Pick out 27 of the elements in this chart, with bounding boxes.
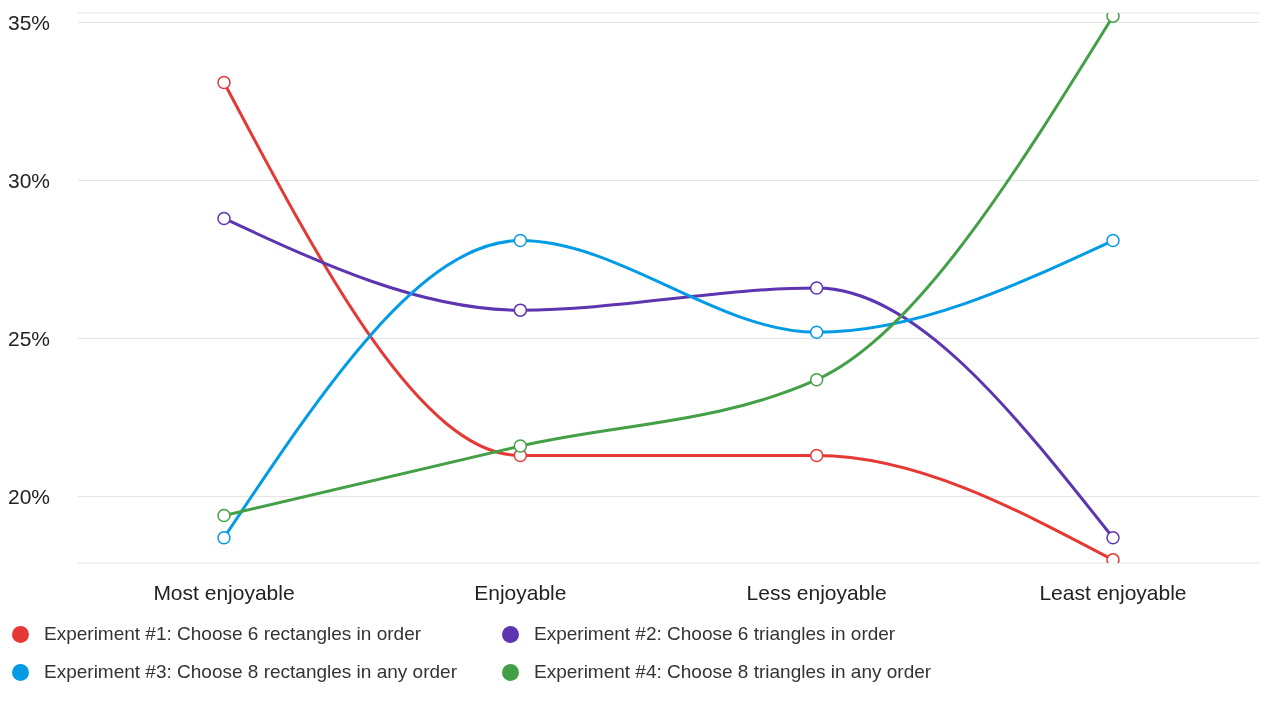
y-tick-label: 25% <box>8 327 51 351</box>
x-tick-label: Least enjoyable <box>1039 580 1187 604</box>
x-tick-label: Most enjoyable <box>153 580 295 604</box>
x-tick-label: Less enjoyable <box>746 580 887 604</box>
legend-label: Experiment #3: Choose 8 rectangles in any order <box>44 661 457 683</box>
point <box>217 75 231 90</box>
point <box>809 281 824 295</box>
point <box>809 372 824 387</box>
y-tick-label: 35% <box>8 10 51 34</box>
point <box>217 530 231 545</box>
y-tick-label: 20% <box>8 485 51 509</box>
point <box>217 211 231 226</box>
x-tick-label: Enjoyable <box>474 580 567 604</box>
point <box>217 508 231 523</box>
legend-label: Experiment #1: Choose 6 rectangles in order <box>44 623 422 645</box>
legend-label: Experiment #2: Choose 6 triangles in order <box>534 623 896 645</box>
y-tick-label: 30% <box>8 168 51 192</box>
point <box>513 233 528 248</box>
point <box>513 303 528 317</box>
point <box>1106 233 1120 248</box>
point <box>1106 530 1120 545</box>
point <box>1106 13 1120 23</box>
point <box>1106 553 1120 563</box>
point <box>809 448 824 463</box>
legend-label: Experiment #4: Choose 8 triangles in any order <box>534 661 932 683</box>
point <box>809 325 824 339</box>
point <box>513 439 528 453</box>
